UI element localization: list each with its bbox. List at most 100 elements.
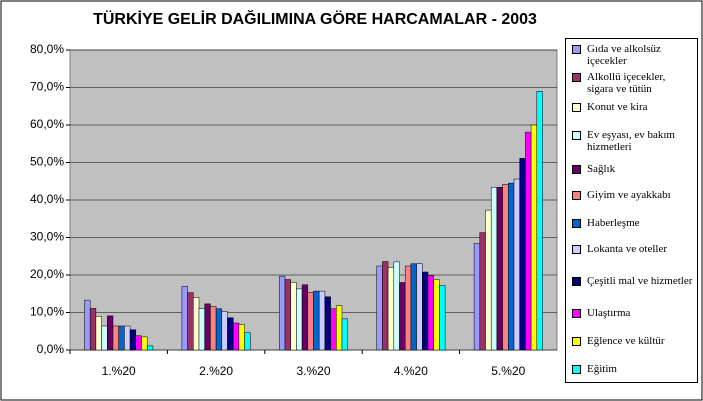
bar (193, 297, 200, 351)
bar (146, 345, 154, 351)
y-tick-label: 50,0% (30, 155, 64, 169)
bar (508, 182, 515, 351)
legend-swatch (572, 73, 581, 82)
bar (118, 325, 125, 351)
bar (84, 299, 91, 351)
legend-label: Eğlence ve kültür (587, 335, 665, 347)
y-tick-label: 0,0% (37, 342, 65, 356)
bar (124, 325, 131, 351)
bar (496, 187, 503, 351)
legend-item: Eğlence ve kültür (572, 335, 694, 347)
y-tick-label: 30,0% (30, 230, 64, 244)
bar (519, 158, 526, 351)
bar (536, 91, 543, 351)
bar (410, 263, 417, 351)
legend-swatch (572, 277, 581, 286)
bar (313, 290, 320, 351)
bar (129, 329, 137, 351)
legend-item: Gıda ve alkolsüz içecekler (572, 43, 694, 67)
bar (284, 279, 291, 351)
bar (336, 305, 343, 351)
bar (290, 282, 297, 351)
legend-swatch (572, 365, 581, 374)
legend-item: Sağlık (572, 163, 694, 175)
bar (210, 306, 217, 351)
x-tick-label: 1.%20 (102, 364, 136, 378)
bar (296, 288, 303, 351)
bar (112, 325, 119, 351)
legend-label: Eğitim (587, 363, 617, 375)
legend-label: Alkollü içecekler, sigara ve tütün (587, 71, 666, 95)
bar (204, 303, 211, 351)
legend-label: Konut ve kira (587, 101, 648, 113)
bar (318, 290, 326, 351)
bar (107, 315, 114, 351)
y-tick-label: 40,0% (30, 192, 64, 206)
legend-label: Giyim ve ayakkabı (587, 189, 671, 201)
bar (530, 124, 538, 351)
bar (101, 325, 108, 351)
bar (433, 279, 440, 351)
bar (181, 286, 188, 351)
bar (427, 275, 434, 351)
legend-label: Gıda ve alkolsüz içecekler (587, 43, 661, 67)
bar (341, 318, 348, 351)
y-tick-label: 80,0% (30, 42, 64, 56)
bar (227, 317, 234, 351)
legend-swatch (572, 45, 581, 54)
bar (135, 335, 142, 351)
legend-item: Eğitim (572, 363, 694, 375)
legend-label: Ev eşyası, ev bakım hizmetleri (587, 129, 675, 153)
bar (404, 265, 412, 351)
legend-item: Çeşitli mal ve hizmetler (572, 275, 694, 287)
bar (279, 275, 286, 351)
legend-label: Lokanta ve oteller (587, 243, 668, 255)
legend-item: Ev eşyası, ev bakım hizmetleri (572, 129, 694, 153)
legend-swatch (572, 337, 581, 346)
y-tick-label: 10,0% (30, 305, 64, 319)
bar (324, 296, 331, 351)
bar (141, 336, 148, 351)
bar (422, 271, 429, 351)
legend-label: Ulaştırma (587, 307, 631, 319)
legend-swatch (572, 131, 581, 140)
x-tick-label: 3.%20 (296, 364, 330, 378)
bar (89, 308, 97, 351)
bar (238, 324, 245, 351)
bar (95, 316, 102, 351)
legend-item: Alkollü içecekler, sigara ve tütün (572, 71, 694, 95)
bar (473, 243, 481, 351)
legend: Gıda ve alkolsüz içecekler Alkollü içecek… (565, 38, 698, 383)
bar (416, 263, 423, 351)
legend-label: Çeşitli mal ve hizmetler (587, 275, 693, 287)
legend-label: Sağlık (587, 163, 616, 175)
bar (399, 282, 406, 351)
bar (387, 267, 395, 351)
legend-item: Lokanta ve oteller (572, 243, 694, 255)
bar (307, 292, 314, 351)
bar (232, 322, 240, 351)
legend-swatch (572, 191, 581, 200)
legend-swatch (572, 219, 581, 228)
legend-item: Konut ve kira (572, 101, 694, 113)
bar (525, 131, 532, 351)
bar (198, 308, 205, 351)
y-tick-label: 60,0% (30, 117, 64, 131)
legend-swatch (572, 309, 581, 318)
bar (490, 187, 498, 351)
bar (485, 209, 492, 351)
legend-swatch (572, 165, 581, 174)
bar (215, 308, 223, 351)
bar (244, 332, 251, 351)
bar (382, 261, 389, 351)
x-tick-label: 5.%20 (491, 364, 525, 378)
bar (187, 292, 194, 351)
bar (513, 178, 520, 351)
bar (330, 308, 337, 351)
bar (376, 265, 383, 351)
x-tick-label: 2.%20 (199, 364, 233, 378)
bar (439, 285, 446, 351)
x-tick-label: 4.%20 (394, 364, 428, 378)
legend-item: Haberleşme (572, 217, 694, 229)
